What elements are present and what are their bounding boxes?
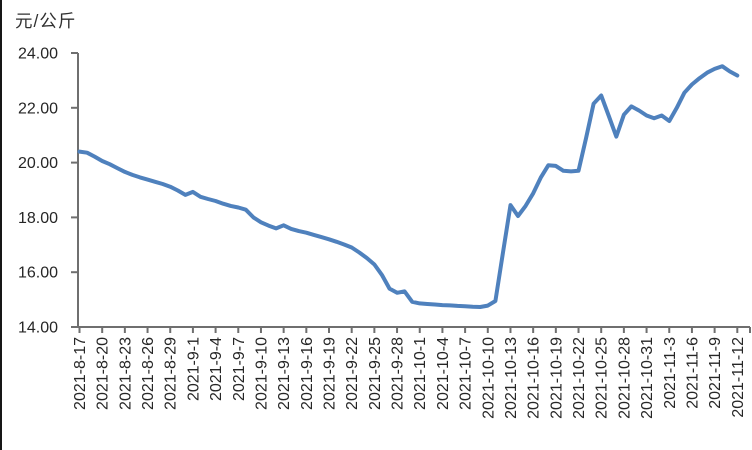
x-tick-label: 2021-8-17 — [72, 337, 89, 410]
x-tick-label: 2021-10-31 — [639, 337, 656, 419]
x-tick-label: 2021-9-16 — [299, 337, 316, 410]
x-tick-label: 2021-11-3 — [662, 337, 679, 409]
x-tick-label: 2021-10-19 — [548, 337, 565, 419]
x-tick-label: 2021-10-16 — [526, 337, 543, 419]
x-tick-label: 2021-10-10 — [480, 337, 497, 419]
x-tick-label: 2021-11-9 — [707, 337, 724, 409]
x-tick-label: 2021-9-10 — [253, 337, 270, 410]
x-tick-label: 2021-10-13 — [503, 337, 520, 419]
x-tick-label: 2021-10-4 — [435, 337, 452, 410]
x-tick-label: 2021-8-23 — [117, 337, 134, 410]
x-tick-label: 2021-11-6 — [684, 337, 701, 409]
y-tick-label: 22.00 — [18, 100, 58, 117]
price-series-line — [77, 64, 740, 309]
x-tick-label: 2021-9-19 — [322, 337, 339, 410]
x-tick-label: 2021-8-29 — [163, 337, 180, 410]
x-tick-label: 2021-9-22 — [344, 337, 361, 410]
x-tick-label: 2021-8-26 — [140, 337, 157, 410]
x-tick-label: 2021-10-28 — [616, 337, 633, 419]
y-axis-unit-label: 元/公斤 — [15, 11, 77, 31]
x-tick-label: 2021-9-25 — [367, 337, 384, 410]
x-tick-label: 2021-9-13 — [276, 337, 293, 410]
x-tick-label: 2021-9-4 — [208, 337, 225, 401]
x-tick-label: 2021-11-12 — [730, 337, 747, 418]
y-tick-label: 16.00 — [18, 265, 58, 282]
x-tick-label: 2021-10-1 — [412, 337, 429, 410]
x-tick-label: 2021-9-1 — [185, 337, 202, 401]
y-tick-label: 24.00 — [18, 46, 58, 63]
x-tick-label: 2021-9-7 — [231, 337, 248, 401]
x-tick-label: 2021-8-20 — [95, 337, 112, 410]
x-tick-label: 2021-10-22 — [571, 337, 588, 419]
x-tick-label: 2021-10-25 — [594, 337, 611, 419]
y-tick-label: 18.00 — [18, 210, 58, 227]
y-tick-label: 14.00 — [18, 320, 58, 337]
y-tick-label: 20.00 — [18, 155, 58, 172]
x-tick-label: 2021-9-28 — [390, 337, 407, 410]
x-tick-label: 2021-10-7 — [458, 337, 475, 410]
